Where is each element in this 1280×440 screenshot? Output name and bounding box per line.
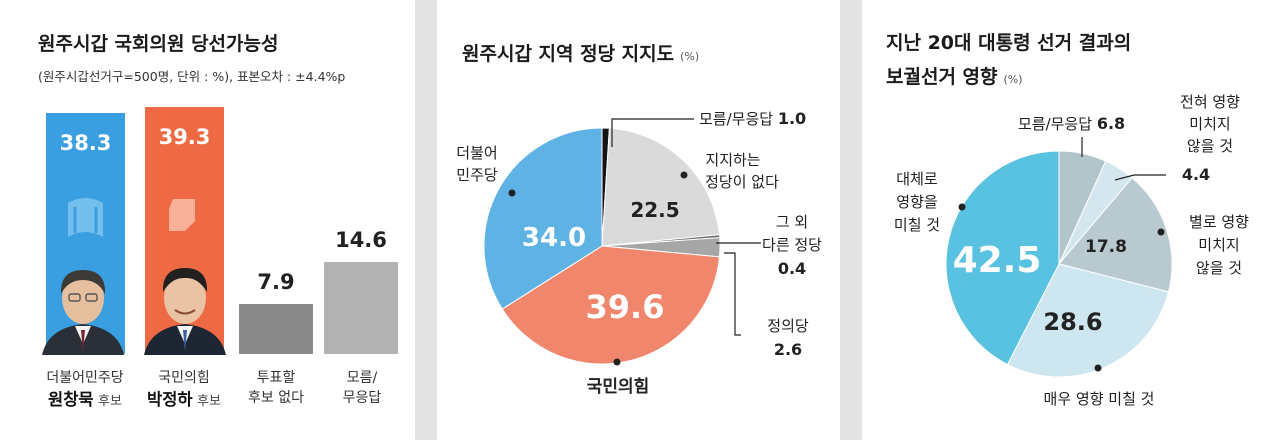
party-name: 국민의힘 xyxy=(158,370,210,386)
slice-value-very: 28.6 xyxy=(1043,308,1102,336)
label-justice-value: 2.6 xyxy=(774,340,802,359)
impact-slice-3 xyxy=(1006,263,1170,378)
label-unknown-value: 6.8 xyxy=(1097,114,1125,133)
label-mostly-line3: 미칠 것 xyxy=(894,216,940,234)
leader-line xyxy=(611,118,694,147)
chart2-unit: (%) xyxy=(680,50,700,63)
bar-value-label: 38.3 xyxy=(59,131,112,156)
candidate-name: 박정하 xyxy=(147,390,193,410)
bar-unknown xyxy=(324,262,398,354)
party-slice-5 xyxy=(483,127,603,310)
category-line: 후보 없다 xyxy=(248,390,304,407)
label-unknown-value: 1.0 xyxy=(778,109,806,128)
chart3-title-text: 보궐선거 영향 xyxy=(886,66,998,88)
party-name: 더불어민주당 xyxy=(46,370,124,386)
label-other-line2: 다른 정당 xyxy=(762,236,822,254)
election-impact-pie: 42.5 17.8 28.6 모름/무응답 6.8 전혀 영향 미치지 않을 것… xyxy=(894,93,1249,408)
label-none-line1: 지지하는 xyxy=(705,151,760,169)
label-very: 매우 영향 미칠 것 xyxy=(1044,390,1155,408)
party-support-pie: 22.5 34.0 39.6 모름/무응답 1.0 지지하는 정당이 없다 그 … xyxy=(456,109,822,397)
party-slice-1 xyxy=(601,127,721,247)
label-mostly-line1: 대체로 xyxy=(896,170,938,188)
flag-logo-icon xyxy=(68,198,103,238)
chart2-title-text: 원주시갑 지역 정당 지지도 xyxy=(462,43,675,65)
chart1-title: 원주시갑 국회의원 당선가능성 xyxy=(38,33,279,55)
label-justice: 정의당 xyxy=(767,317,809,335)
chart3-unit: (%) xyxy=(1003,73,1023,86)
label-unknown: 모름/무응답 1.0 xyxy=(699,109,806,128)
label-mostly-line2: 영향을 xyxy=(896,193,937,211)
chart3-title-line1: 지난 20대 대통령 선거 결과의 xyxy=(886,32,1132,54)
bar-value-label: 39.3 xyxy=(158,125,211,150)
bar-value-label: 7.9 xyxy=(257,270,295,295)
category-line: 투표할 xyxy=(256,370,296,386)
slice-value-little: 17.8 xyxy=(1085,237,1127,257)
leader-line xyxy=(724,252,741,336)
chart3-title-line2: 보궐선거 영향 (%) xyxy=(886,62,1023,89)
label-unknown-text: 모름/무응답 xyxy=(1018,115,1092,133)
slice-value-democratic: 34.0 xyxy=(522,223,586,253)
category-line: 모름/ xyxy=(346,370,378,386)
label-ppp: 국민의힘 xyxy=(587,376,650,397)
category-label-no-candidate: 투표할 후보 없다 xyxy=(232,368,320,409)
label-none-value: 4.4 xyxy=(1182,165,1210,184)
label-other-line1: 그 외 xyxy=(776,213,808,231)
label-little-line2: 미치지 xyxy=(1198,236,1239,254)
candidate-name: 원창묵 xyxy=(48,390,94,410)
candidate-suffix: 후보 xyxy=(98,394,122,410)
leader-line xyxy=(1114,174,1166,181)
label-unknown: 모름/무응답 6.8 xyxy=(1018,114,1125,133)
category-line: 무응답 xyxy=(342,390,382,407)
bar-value-label: 14.6 xyxy=(335,228,387,253)
label-dot xyxy=(1094,364,1102,372)
label-none-line1: 전혀 영향 xyxy=(1180,93,1240,111)
party-support-panel: 원주시갑 지역 정당 지지도 (%) 22.5 34.0 39.6 모름/무응답 … xyxy=(437,0,840,440)
slice-value-none: 22.5 xyxy=(630,198,679,222)
label-dot xyxy=(508,189,516,197)
category-label-ppp: 국민의힘 박정하 후보 xyxy=(132,368,236,412)
impact-slice-4 xyxy=(945,150,1060,366)
candidate-photo-won xyxy=(42,270,124,355)
label-dot xyxy=(958,203,966,211)
candidate-suffix: 후보 xyxy=(197,394,221,410)
impact-slice-2 xyxy=(1058,177,1173,293)
label-none-line2: 정당이 없다 xyxy=(705,173,779,191)
label-little-line1: 별로 영향 xyxy=(1189,213,1249,231)
category-label-unknown: 모름/ 무응답 xyxy=(318,368,406,409)
label-none-line3: 않을 것 xyxy=(1187,137,1233,155)
party-slice-4 xyxy=(501,245,721,365)
candidate-photo-park xyxy=(144,268,226,355)
chart1-subtitle: (원주시갑선거구=500명, 단위 : %), 표본오차 : ±4.4%p xyxy=(38,69,346,84)
slice-value-ppp: 39.6 xyxy=(586,288,665,326)
label-democratic-line1: 더불어 xyxy=(456,144,497,162)
label-none-line2: 미치지 xyxy=(1189,115,1230,133)
candidate-chart-panel: 원주시갑 국회의원 당선가능성 (원주시갑선거구=500명, 단위 : %), … xyxy=(0,0,415,440)
label-little-line3: 않을 것 xyxy=(1196,259,1242,277)
label-dot xyxy=(680,171,688,179)
label-dot xyxy=(1157,228,1165,236)
election-impact-panel: 지난 20대 대통령 선거 결과의 보궐선거 영향 (%) 42.5 17.8 2… xyxy=(862,0,1280,440)
label-other-value: 0.4 xyxy=(778,259,806,278)
label-democratic-line2: 민주당 xyxy=(456,166,498,184)
category-label-democratic: 더불어민주당 원창묵 후보 xyxy=(28,368,142,412)
chart2-title: 원주시갑 지역 정당 지지도 (%) xyxy=(462,39,699,66)
label-dot xyxy=(613,358,621,366)
slice-value-mostly: 42.5 xyxy=(953,240,1042,281)
bar-no-candidate xyxy=(239,304,313,354)
label-unknown-text: 모름/무응답 xyxy=(699,110,773,128)
party-logo-icon xyxy=(169,199,195,232)
